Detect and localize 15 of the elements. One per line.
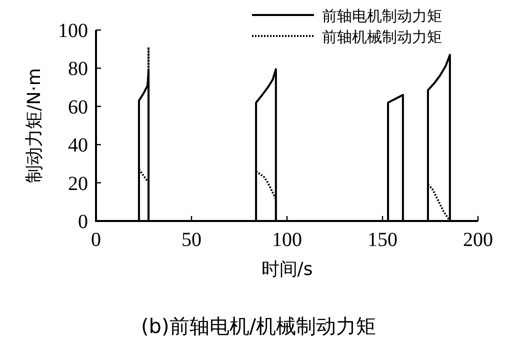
text: (b)前轴电机/机械制动力矩 [140, 314, 376, 338]
x-tick-label: 150 [368, 229, 398, 251]
y-tick-label: 80 [68, 58, 88, 80]
y-axis-title: 制动力矩/N·m [24, 68, 45, 183]
y-tick-label: 40 [68, 134, 88, 157]
x-tick-label: 50 [182, 229, 202, 251]
y-tick-label: 60 [68, 96, 88, 118]
x-tick-label: 100 [272, 229, 302, 251]
x-tick-label: 200 [463, 229, 493, 251]
legend-label: 前轴电机制动力矩 [322, 7, 442, 25]
legend-label: 前轴机械制动力矩 [322, 28, 442, 46]
x-axis-title: 时间/s [261, 259, 313, 280]
y-tick-label: 20 [68, 172, 88, 195]
y-tick-label: 100 [58, 20, 88, 42]
y-tick-label: 0 [78, 211, 88, 233]
